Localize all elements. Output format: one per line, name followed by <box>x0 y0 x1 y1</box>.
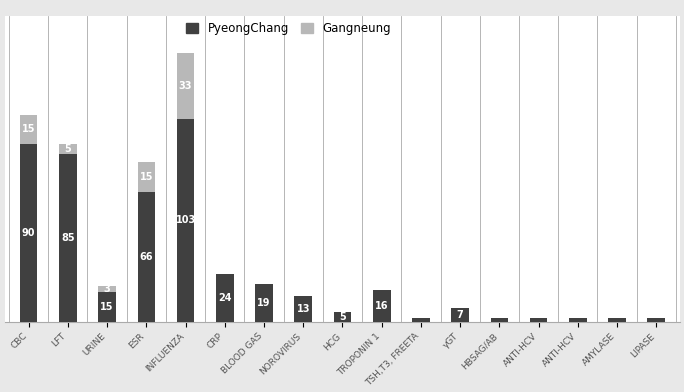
Text: 33: 33 <box>179 81 192 91</box>
Bar <box>176 53 194 118</box>
Bar <box>373 290 391 322</box>
Legend: PyeongChang, Gangneung: PyeongChang, Gangneung <box>186 22 391 35</box>
Bar <box>294 296 312 322</box>
Text: 66: 66 <box>140 252 153 261</box>
Bar <box>20 114 38 144</box>
Text: 16: 16 <box>375 301 389 311</box>
Bar <box>98 292 116 322</box>
Bar <box>530 318 547 322</box>
Bar <box>608 318 626 322</box>
Bar <box>412 318 430 322</box>
Text: 3: 3 <box>104 284 111 294</box>
Text: 90: 90 <box>22 228 36 238</box>
Bar <box>137 192 155 322</box>
Bar <box>176 118 194 322</box>
Bar <box>490 318 508 322</box>
Bar <box>255 284 273 322</box>
Bar <box>334 312 352 322</box>
Bar <box>137 162 155 192</box>
Bar <box>59 154 77 322</box>
Text: 5: 5 <box>339 312 346 322</box>
Text: 85: 85 <box>61 233 75 243</box>
Bar <box>59 144 77 154</box>
Text: 7: 7 <box>457 310 464 320</box>
Bar <box>216 274 234 322</box>
Bar <box>20 144 38 322</box>
Text: 13: 13 <box>296 304 310 314</box>
Bar <box>451 308 469 322</box>
Text: 5: 5 <box>64 144 71 154</box>
Text: 19: 19 <box>257 298 271 308</box>
Text: 15: 15 <box>140 172 153 182</box>
Bar <box>98 286 116 292</box>
Bar <box>569 318 587 322</box>
Text: 24: 24 <box>218 293 232 303</box>
Text: 103: 103 <box>175 215 196 225</box>
Text: 15: 15 <box>101 302 114 312</box>
Bar <box>648 318 665 322</box>
Text: 15: 15 <box>22 124 36 134</box>
